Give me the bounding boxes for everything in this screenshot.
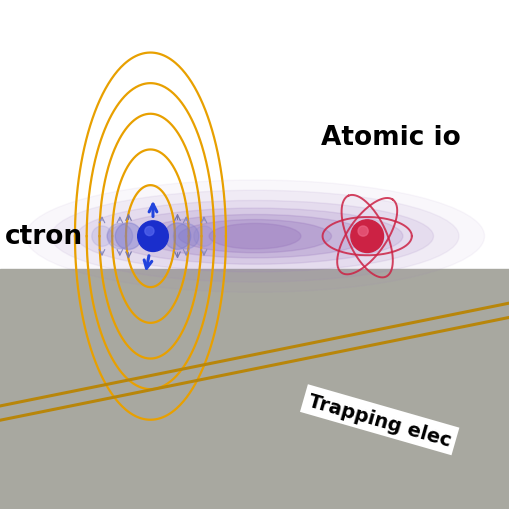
Circle shape bbox=[350, 220, 383, 253]
Ellipse shape bbox=[140, 215, 369, 259]
Circle shape bbox=[357, 227, 367, 237]
Circle shape bbox=[92, 227, 112, 247]
Text: Atomic io: Atomic io bbox=[321, 125, 460, 150]
Circle shape bbox=[173, 224, 199, 249]
Circle shape bbox=[115, 223, 142, 250]
Circle shape bbox=[145, 227, 154, 236]
Ellipse shape bbox=[51, 191, 458, 282]
Circle shape bbox=[107, 224, 132, 249]
Bar bbox=[0, 270, 509, 509]
Ellipse shape bbox=[178, 220, 331, 253]
Ellipse shape bbox=[209, 224, 300, 249]
Ellipse shape bbox=[76, 201, 433, 272]
Circle shape bbox=[137, 221, 168, 252]
Circle shape bbox=[164, 223, 190, 250]
Text: Trapping elec: Trapping elec bbox=[305, 390, 453, 449]
Ellipse shape bbox=[107, 209, 402, 265]
Ellipse shape bbox=[25, 181, 484, 293]
Text: ctron: ctron bbox=[5, 224, 83, 249]
Circle shape bbox=[193, 227, 214, 247]
